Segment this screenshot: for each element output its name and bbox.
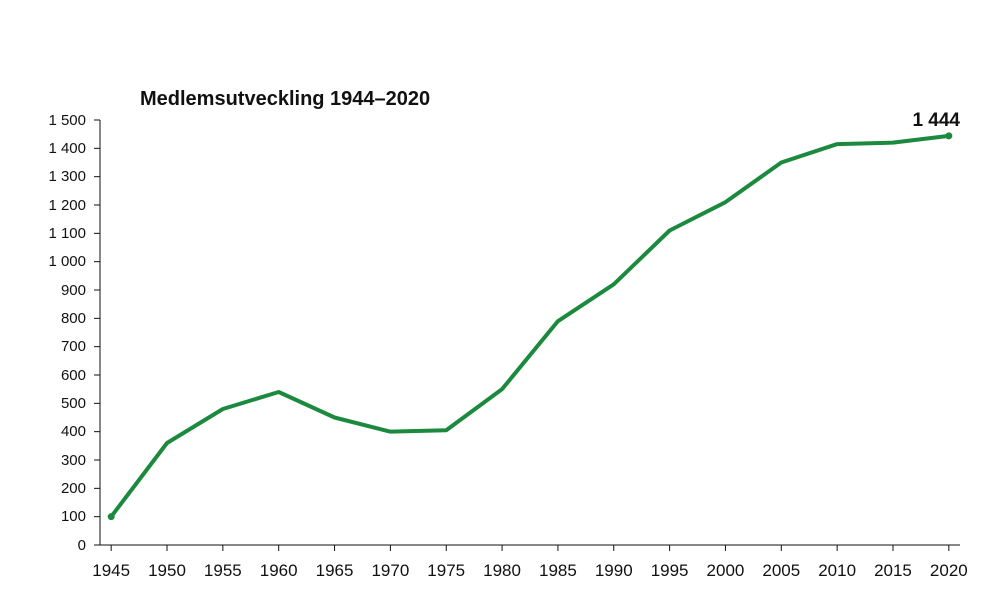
chart-container: Medlemsutveckling 1944–2020 1 444 010020… — [0, 0, 1000, 615]
y-tick-label: 300 — [0, 452, 86, 469]
x-tick-label: 1955 — [195, 561, 251, 581]
x-tick-label: 1975 — [418, 561, 474, 581]
y-tick-label: 700 — [0, 338, 86, 355]
x-tick-label: 2010 — [809, 561, 865, 581]
x-tick-label: 1960 — [251, 561, 307, 581]
x-tick-label: 2000 — [697, 561, 753, 581]
x-tick-label: 1950 — [139, 561, 195, 581]
y-tick-label: 800 — [0, 310, 86, 327]
x-tick-label: 1990 — [586, 561, 642, 581]
x-tick-label: 1965 — [307, 561, 363, 581]
final-value-callout: 1 444 — [912, 110, 960, 132]
y-tick-label: 0 — [0, 537, 86, 554]
y-tick-label: 600 — [0, 367, 86, 384]
x-tick-label: 1980 — [474, 561, 530, 581]
x-tick-label: 2005 — [753, 561, 809, 581]
x-tick-label: 1995 — [642, 561, 698, 581]
y-tick-label: 200 — [0, 480, 86, 497]
x-tick-label: 1985 — [530, 561, 586, 581]
x-tick-label: 1970 — [362, 561, 418, 581]
x-tick-label: 2015 — [865, 561, 921, 581]
y-tick-label: 1 500 — [0, 112, 86, 129]
y-tick-label: 900 — [0, 282, 86, 299]
chart-svg — [0, 0, 1000, 615]
y-tick-label: 1 300 — [0, 168, 86, 185]
y-tick-label: 100 — [0, 508, 86, 525]
x-tick-label: 2020 — [921, 561, 977, 581]
y-tick-label: 1 400 — [0, 140, 86, 157]
x-tick-label: 1945 — [83, 561, 139, 581]
y-tick-label: 400 — [0, 423, 86, 440]
y-tick-label: 1 000 — [0, 253, 86, 270]
y-tick-label: 1 200 — [0, 197, 86, 214]
y-tick-label: 1 100 — [0, 225, 86, 242]
y-tick-label: 500 — [0, 395, 86, 412]
